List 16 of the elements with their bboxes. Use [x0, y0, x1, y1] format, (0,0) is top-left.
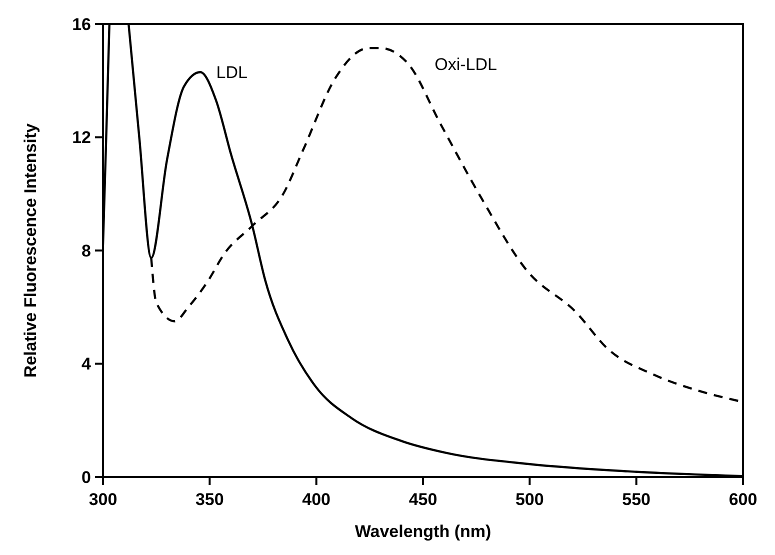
- y-tick-label: 0: [82, 468, 91, 487]
- x-tick-label: 600: [728, 490, 758, 509]
- x-axis-title: Wavelength (nm): [354, 522, 492, 541]
- x-tick-label: 500: [515, 490, 544, 509]
- x-tick-label: 350: [195, 490, 224, 509]
- y-tick-label: 16: [72, 14, 91, 34]
- x-tick-label: 400: [302, 490, 331, 509]
- x-tick-label: 450: [408, 490, 438, 509]
- series-label: LDL: [216, 63, 248, 82]
- y-tick-label: 4: [82, 354, 92, 374]
- x-tick-label: 550: [622, 490, 651, 509]
- y-tick-label: 12: [72, 128, 91, 148]
- y-axis-title: Relative Fluorescence Intensity: [21, 122, 40, 378]
- y-tick-label: 8: [82, 241, 91, 260]
- series-label: Oxi-LDL: [434, 55, 497, 74]
- x-tick-label: 300: [88, 490, 118, 509]
